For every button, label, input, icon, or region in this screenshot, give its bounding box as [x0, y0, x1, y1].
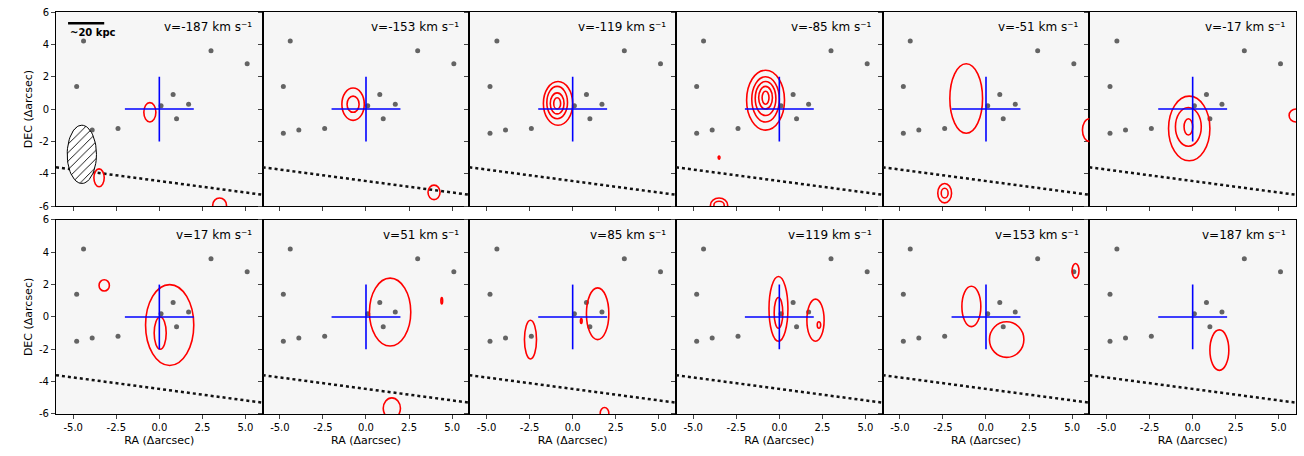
svg-text:5.0: 5.0	[857, 422, 873, 433]
svg-text:-4: -4	[39, 168, 49, 179]
svg-text:2: 2	[43, 71, 49, 82]
svg-text:-5.0: -5.0	[683, 422, 703, 433]
svg-text:2.5: 2.5	[401, 422, 417, 433]
svg-text:DEC (Δarcsec): DEC (Δarcsec)	[22, 278, 35, 356]
svg-text:-2.5: -2.5	[933, 422, 953, 433]
svg-text:v=51 km s⁻¹: v=51 km s⁻¹	[383, 228, 459, 242]
svg-text:-2: -2	[39, 136, 49, 147]
svg-text:v=17 km s⁻¹: v=17 km s⁻¹	[176, 228, 252, 242]
svg-text:-5.0: -5.0	[890, 422, 910, 433]
svg-text:6: 6	[43, 214, 49, 225]
svg-text:-5.0: -5.0	[477, 422, 497, 433]
svg-text:RA (Δarcsec): RA (Δarcsec)	[124, 434, 194, 447]
svg-text:5.0: 5.0	[237, 422, 253, 433]
svg-text:0.0: 0.0	[565, 422, 581, 433]
svg-text:DEC (Δarcsec): DEC (Δarcsec)	[22, 70, 35, 148]
svg-text:-2.5: -2.5	[107, 422, 127, 433]
svg-text:-2.5: -2.5	[313, 422, 333, 433]
svg-text:2: 2	[43, 279, 49, 290]
svg-text:4: 4	[43, 247, 49, 258]
svg-text:0.0: 0.0	[1185, 422, 1201, 433]
svg-text:v=-85 km s⁻¹: v=-85 km s⁻¹	[791, 20, 872, 34]
svg-text:-6: -6	[39, 408, 49, 419]
svg-text:v=85 km s⁻¹: v=85 km s⁻¹	[590, 228, 666, 242]
svg-text:RA (Δarcsec): RA (Δarcsec)	[538, 434, 608, 447]
svg-text:6: 6	[43, 7, 49, 18]
svg-text:2.5: 2.5	[194, 422, 210, 433]
svg-text:0: 0	[43, 311, 49, 322]
svg-text:0.0: 0.0	[358, 422, 374, 433]
svg-text:~20 kpc: ~20 kpc	[70, 27, 116, 38]
svg-text:-5.0: -5.0	[63, 422, 83, 433]
svg-text:RA (Δarcsec): RA (Δarcsec)	[744, 434, 814, 447]
svg-text:5.0: 5.0	[1271, 422, 1287, 433]
svg-text:RA (Δarcsec): RA (Δarcsec)	[951, 434, 1021, 447]
svg-text:-4: -4	[39, 376, 49, 387]
svg-text:RA (Δarcsec): RA (Δarcsec)	[331, 434, 401, 447]
svg-text:2.5: 2.5	[1021, 422, 1037, 433]
svg-text:-5.0: -5.0	[1097, 422, 1117, 433]
svg-text:v=-17 km s⁻¹: v=-17 km s⁻¹	[1205, 20, 1286, 34]
svg-text:5.0: 5.0	[1064, 422, 1080, 433]
svg-text:2.5: 2.5	[1228, 422, 1244, 433]
svg-text:2.5: 2.5	[608, 422, 624, 433]
svg-text:0.0: 0.0	[151, 422, 167, 433]
svg-text:RA (Δarcsec): RA (Δarcsec)	[1158, 434, 1228, 447]
svg-text:5.0: 5.0	[444, 422, 460, 433]
svg-text:-5.0: -5.0	[270, 422, 290, 433]
svg-text:v=-51 km s⁻¹: v=-51 km s⁻¹	[998, 20, 1079, 34]
svg-text:-6: -6	[39, 201, 49, 212]
svg-text:-2.5: -2.5	[520, 422, 540, 433]
svg-text:v=-119 km s⁻¹: v=-119 km s⁻¹	[578, 20, 666, 34]
svg-text:0: 0	[43, 104, 49, 115]
svg-text:v=187 km s⁻¹: v=187 km s⁻¹	[1202, 228, 1286, 242]
svg-text:v=153 km s⁻¹: v=153 km s⁻¹	[995, 228, 1079, 242]
svg-text:v=-153 km s⁻¹: v=-153 km s⁻¹	[371, 20, 459, 34]
svg-text:0.0: 0.0	[978, 422, 994, 433]
svg-text:5.0: 5.0	[651, 422, 667, 433]
svg-text:-2.5: -2.5	[1140, 422, 1160, 433]
svg-text:0.0: 0.0	[771, 422, 787, 433]
svg-text:v=119 km s⁻¹: v=119 km s⁻¹	[788, 228, 872, 242]
svg-text:-2: -2	[39, 344, 49, 355]
svg-text:2.5: 2.5	[814, 422, 830, 433]
svg-text:v=-187 km s⁻¹: v=-187 km s⁻¹	[164, 20, 252, 34]
svg-text:-2.5: -2.5	[727, 422, 747, 433]
svg-text:4: 4	[43, 39, 49, 50]
